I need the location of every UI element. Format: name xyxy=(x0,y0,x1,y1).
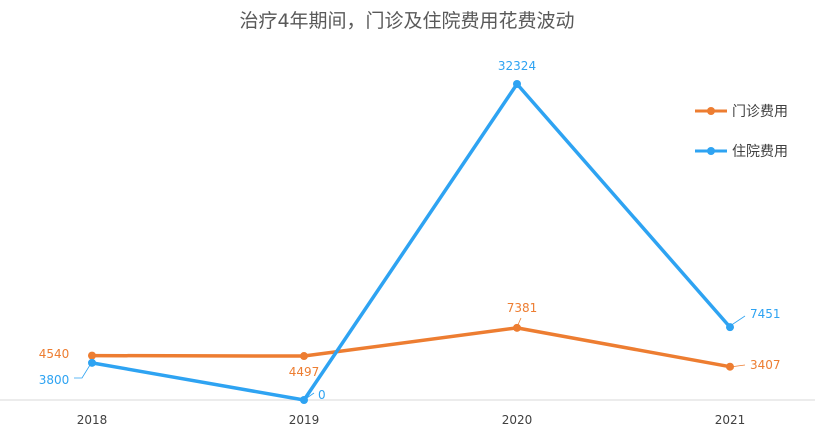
data-point xyxy=(300,352,308,361)
x-tick-label: 2020 xyxy=(502,413,533,427)
series-line-0 xyxy=(90,326,732,369)
data-label: 3800 xyxy=(39,373,70,387)
plot-area: 2018 2019 2020 2021 4540 4497 7381 3407 3800 0 323… xyxy=(0,59,815,427)
legend-swatch-marker xyxy=(707,107,715,115)
data-point xyxy=(88,351,96,360)
data-point xyxy=(513,80,521,88)
data-point xyxy=(726,323,734,332)
legend-label: 住院费用 xyxy=(732,144,788,160)
data-label: 0 xyxy=(318,388,326,402)
legend-label: 门诊费用 xyxy=(732,104,788,120)
data-label: 7381 xyxy=(507,301,538,315)
x-tick-label: 2018 xyxy=(77,413,108,427)
data-point xyxy=(88,358,96,367)
series-line-1 xyxy=(90,82,732,402)
x-tick-label: 2019 xyxy=(289,413,320,427)
data-point xyxy=(513,323,521,332)
label-leader-line xyxy=(74,364,91,379)
data-label: 3407 xyxy=(750,358,781,372)
legend-swatch-marker xyxy=(707,147,715,155)
data-label: 32324 xyxy=(498,59,536,73)
chart-title: 治疗4年期间，门诊及住院费用花费波动 xyxy=(239,10,574,32)
label-leader-line xyxy=(303,392,315,401)
data-label: 7451 xyxy=(750,307,781,321)
label-leader-line xyxy=(516,317,522,328)
data-label: 4540 xyxy=(39,347,70,361)
data-label: 4497 xyxy=(289,365,320,379)
label-leader-line xyxy=(729,315,746,327)
x-tick-label: 2021 xyxy=(715,413,746,427)
label-leader-line xyxy=(729,364,746,368)
